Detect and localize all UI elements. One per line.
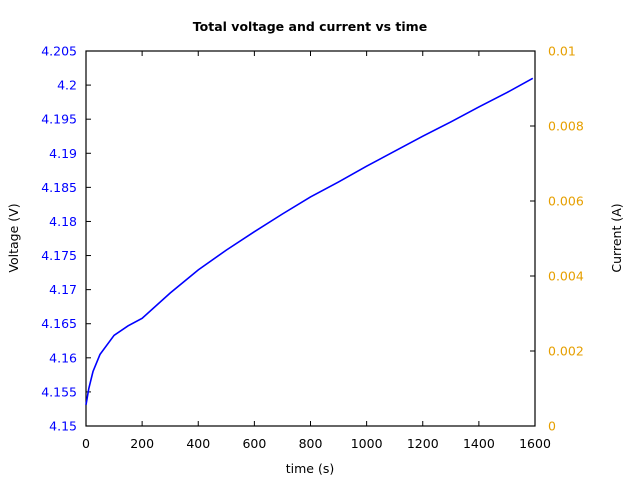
voltage-series-line xyxy=(85,77,534,406)
y2-tick-label: 0.008 xyxy=(548,119,584,134)
y2-tick-label: 0.002 xyxy=(548,344,584,359)
x-tick-label: 1400 xyxy=(463,436,495,451)
x-tick-label: 800 xyxy=(299,436,323,451)
x-tick-label: 1000 xyxy=(351,436,383,451)
y2-tick-label: 0 xyxy=(548,419,556,434)
x-axis-label: time (s) xyxy=(286,461,334,476)
y2-tick-label: 0.006 xyxy=(548,194,584,209)
plot-frame xyxy=(85,50,536,427)
y-tick-label: 4.205 xyxy=(41,44,77,59)
y-axis-label: Voltage (V) xyxy=(6,203,21,272)
y-tick-label: 4.18 xyxy=(49,214,77,229)
y-axis-ticks: 4.15 4.155 4.16 4.165 4.17 4.175 4.18 4.185 4.19… xyxy=(41,44,91,434)
y-tick-label: 4.185 xyxy=(41,180,77,195)
y2-tick-label: 0.01 xyxy=(548,44,576,59)
y-tick-label: 4.15 xyxy=(49,419,77,434)
x-tick-label: 1600 xyxy=(519,436,551,451)
y2-tick-label: 0.004 xyxy=(548,269,584,284)
y-tick-label: 4.195 xyxy=(41,112,77,127)
x-tick-label: 1200 xyxy=(407,436,439,451)
y-tick-label: 4.155 xyxy=(41,384,77,399)
y-tick-label: 4.19 xyxy=(49,146,77,161)
x-axis-ticks: 0 200 400 600 800 1000 1200 1400 1600 xyxy=(82,51,551,451)
y-tick-label: 4.17 xyxy=(49,282,77,297)
x-tick-label: 200 xyxy=(130,436,154,451)
y-tick-label: 4.175 xyxy=(41,248,77,263)
y-tick-label: 4.16 xyxy=(49,350,77,365)
y2-axis-ticks: 0 0.002 0.004 0.006 0.008 0.01 xyxy=(530,44,584,434)
x-tick-label: 400 xyxy=(186,436,210,451)
chart-title: Total voltage and current vs time xyxy=(193,19,427,34)
y-tick-label: 4.165 xyxy=(41,316,77,331)
x-tick-label: 600 xyxy=(242,436,266,451)
y2-axis-label: Current (A) xyxy=(609,203,624,272)
y-tick-label: 4.2 xyxy=(57,78,77,93)
x-tick-label: 0 xyxy=(82,436,90,451)
plot-area: 0 200 400 600 800 1000 1200 1400 1600 4.154.1554… xyxy=(41,44,584,452)
